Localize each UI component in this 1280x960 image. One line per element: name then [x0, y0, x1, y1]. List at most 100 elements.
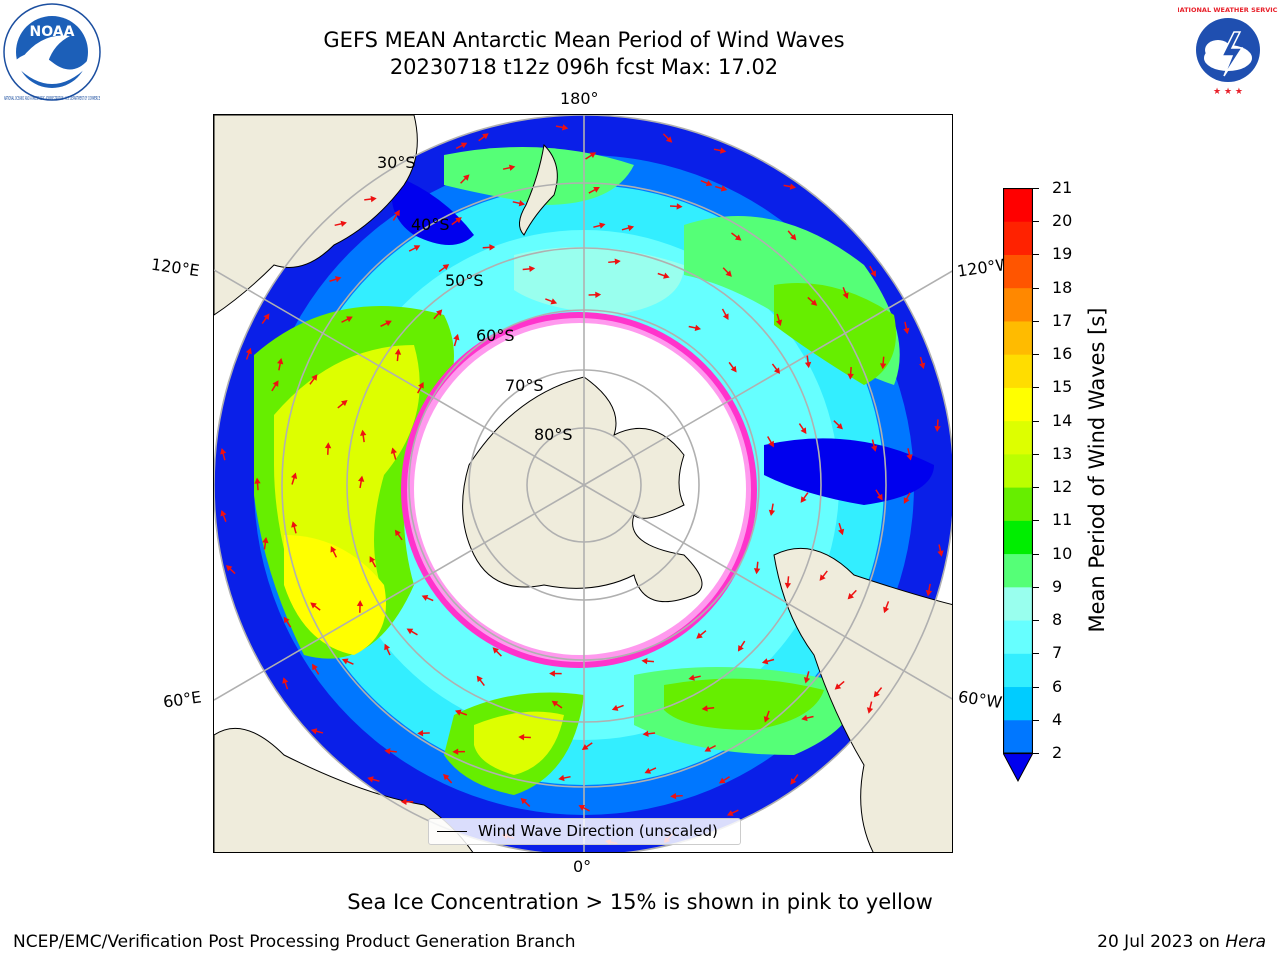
map-legend: Wind Wave Direction (unscaled): [428, 818, 741, 845]
footer-date-text: 20 Jul 2023 on: [1097, 932, 1226, 952]
lat-label-30s: 30°S: [377, 153, 416, 172]
map-title: GEFS MEAN Antarctic Mean Period of Wind …: [323, 28, 845, 52]
wave-direction-arrowhead: [810, 299, 818, 306]
lon-label-60e: 60°E: [161, 687, 203, 712]
colorbar-tick-label: 17: [1052, 310, 1073, 330]
wave-direction-arrowhead: [614, 258, 621, 265]
wave-direction-arrowhead: [789, 183, 796, 190]
colorbar-tick-mark: [1033, 487, 1039, 489]
lat-label-60s: 60°S: [476, 326, 515, 345]
noaa-logo-text: NOAA: [30, 24, 75, 40]
colorbar-segment: [1003, 586, 1033, 621]
wave-direction-arrowhead: [330, 546, 337, 553]
wave-direction-arrowhead: [611, 704, 619, 711]
footer-credit: NCEP/EMC/Verification Post Processing Pr…: [13, 932, 576, 952]
wave-direction-arrowhead: [277, 358, 284, 365]
wave-direction-arrowhead: [883, 606, 890, 614]
wave-direction-arrowhead: [842, 292, 849, 300]
colorbar-tick-label: 12: [1052, 477, 1073, 497]
wave-direction-arrowhead: [581, 744, 589, 750]
colorbar-segment: [1003, 520, 1033, 555]
wave-direction-arrowhead: [871, 445, 878, 452]
wave-direction-arrowhead: [262, 536, 269, 544]
wave-direction-arrowhead: [919, 362, 926, 370]
wave-direction-arrowhead: [358, 475, 365, 482]
colorbar-tick-label: 10: [1052, 543, 1073, 563]
colorbar-tick-mark: [1033, 453, 1039, 455]
wave-direction-arrowhead: [310, 728, 318, 735]
wave-direction-arrowhead: [520, 797, 528, 805]
wave-direction-arrowhead: [394, 209, 400, 217]
wave-direction-arrowhead: [406, 628, 414, 635]
wave-direction-arrowhead: [482, 133, 489, 140]
wave-direction-arrowhead: [595, 291, 602, 298]
lat-label-40s: 40°S: [411, 215, 450, 234]
wave-direction-arrowhead: [384, 748, 391, 755]
colorbar-segment: [1003, 620, 1033, 654]
wave-direction-arrowhead: [454, 709, 462, 716]
wave-direction-arrowhead: [282, 677, 289, 684]
colorbar: [1003, 188, 1033, 783]
colorbar-tick-label: 15: [1052, 377, 1073, 397]
wave-direction-arrowhead: [705, 180, 713, 187]
wave-direction-arrowhead: [291, 521, 298, 528]
colorbar-tick-label: 11: [1052, 510, 1073, 530]
colorbar-tick-mark: [1033, 287, 1039, 289]
wave-direction-arrowhead: [768, 509, 776, 516]
lat-label-50s: 50°S: [445, 271, 484, 290]
wave-direction-arrowhead: [866, 707, 874, 714]
noaa-logo: NOAA NATIONAL OCEANIC AND ATMOSPHERIC AD…: [3, 3, 101, 102]
lon-label-60w: 60°W: [956, 687, 1004, 712]
wave-direction-arrowhead: [801, 714, 808, 722]
colorbar-tick-mark: [1033, 719, 1039, 721]
colorbar-segment: [1003, 487, 1033, 521]
wave-direction-arrowhead: [346, 316, 353, 323]
wave-direction-arrowhead: [670, 792, 677, 800]
wave-direction-arrowhead: [879, 363, 887, 370]
colorbar-tick-mark: [1033, 254, 1039, 256]
wave-direction-arrowhead: [263, 313, 270, 320]
colorbar-tick-label: 4: [1052, 709, 1063, 729]
wave-direction-arrowhead: [225, 564, 233, 572]
wave-direction-arrowhead: [641, 657, 648, 665]
colorbar-tick-mark: [1033, 586, 1039, 588]
wave-direction-arrowhead: [550, 298, 558, 305]
colorbar-tick-mark: [1033, 686, 1039, 688]
colorbar-tick-mark: [1033, 320, 1039, 322]
wave-direction-arrowhead: [394, 529, 401, 537]
wave-direction-arrowhead: [730, 365, 737, 373]
colorbar-extend-min: [1003, 752, 1033, 783]
colorbar-tick-label: 19: [1052, 244, 1073, 264]
wave-direction-arrowhead: [435, 309, 443, 316]
colorbar-segment: [1003, 719, 1033, 754]
wave-direction-arrowhead: [701, 705, 708, 712]
wave-direction-arrowhead: [925, 589, 933, 597]
wave-direction-arrowhead: [272, 380, 279, 387]
wave-direction-arrowhead: [518, 200, 526, 207]
colorbar-tick-label: 20: [1052, 211, 1073, 231]
wave-direction-arrowhead: [876, 493, 883, 501]
wave-direction-arrowhead: [873, 690, 880, 698]
wave-direction-arrowhead: [719, 147, 727, 154]
colorbar-segment: [1003, 320, 1033, 355]
colorbar-tick-mark: [1033, 620, 1039, 622]
colorbar-tick-mark: [1033, 753, 1039, 754]
colorbar-tick-mark: [1033, 420, 1039, 422]
colorbar-tick-label: 9: [1052, 576, 1063, 596]
colorbar-segment: [1003, 354, 1033, 388]
wave-direction-arrowhead: [725, 270, 732, 277]
colorbar-tick-label: 21: [1052, 178, 1073, 197]
nws-logo: NATIONAL WEATHER SERVICE ★ ★ ★: [1178, 3, 1278, 97]
polar-map-canvas: [214, 115, 952, 852]
wave-direction-arrowhead: [589, 152, 597, 159]
wave-direction-arrowhead: [644, 767, 652, 774]
wave-direction-arrowhead: [324, 442, 332, 449]
lon-label-120e: 120°E: [149, 254, 201, 281]
lat-label-80s: 80°S: [534, 425, 573, 444]
wave-direction-arrowhead: [663, 272, 670, 279]
colorbar-segment: [1003, 254, 1033, 289]
wave-direction-arrowhead: [694, 324, 702, 331]
wave-direction-arrowhead: [311, 374, 318, 381]
wave-direction-arrowhead: [455, 217, 462, 224]
wave-direction-arrowhead: [784, 582, 792, 589]
